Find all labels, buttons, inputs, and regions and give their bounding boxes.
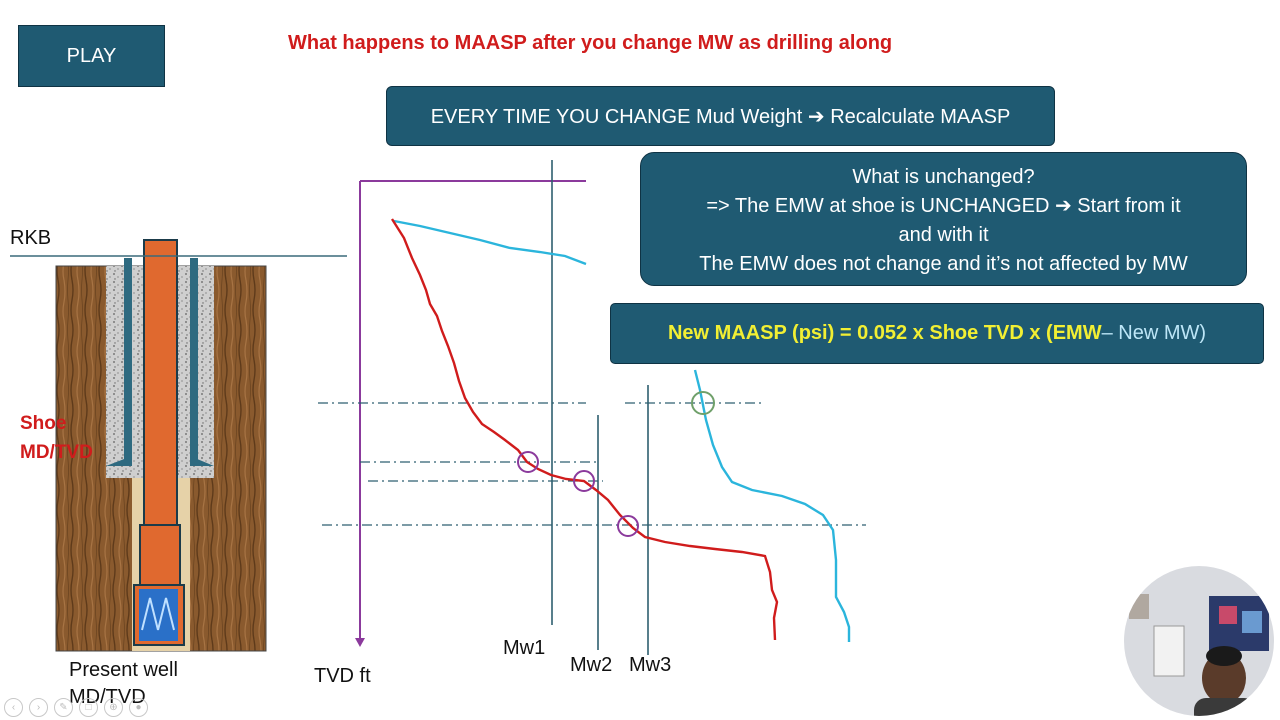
shoe-label-line1: Shoe bbox=[20, 413, 67, 434]
info-line-2: => The EMW at shoe is UNCHANGED ➔ Start … bbox=[706, 195, 1181, 217]
shoe-label-line2: MD/TVD bbox=[20, 442, 93, 463]
tvd-label: TVD ft bbox=[314, 665, 371, 687]
rkb-label: RKB bbox=[10, 227, 52, 249]
well-schematic bbox=[10, 239, 347, 652]
frac-gradient-curve-lower bbox=[693, 369, 851, 642]
formula-new-mw: – New MW) bbox=[1101, 322, 1207, 344]
drill-pipe bbox=[143, 239, 178, 526]
shoe-label: Shoe MD/TVD bbox=[20, 409, 93, 467]
maasp-formula-box: New MAASP (psi) = 0.052 x Shoe TVD x (EM… bbox=[610, 303, 1264, 364]
intersection-circle-2 bbox=[573, 470, 595, 492]
info-line-3: and with it bbox=[898, 224, 989, 246]
frac-gradient-curve bbox=[393, 219, 587, 266]
copy-icon[interactable]: □ bbox=[79, 698, 98, 717]
camera-icon[interactable]: ● bbox=[129, 698, 148, 717]
info-line-1: What is unchanged? bbox=[852, 166, 1035, 188]
recalculate-banner: EVERY TIME YOU CHANGE Mud Weight ➔ Recal… bbox=[386, 86, 1055, 146]
pore-pressure-curve bbox=[390, 218, 779, 641]
mw2-label: Mw2 bbox=[570, 654, 613, 676]
tvd-axis-arrow bbox=[355, 638, 365, 647]
casing-left bbox=[124, 258, 132, 466]
casing-shoe-left bbox=[106, 456, 132, 466]
mw3-label: Mw3 bbox=[629, 654, 672, 676]
presenter-webcam bbox=[1124, 566, 1274, 716]
casing-right bbox=[190, 258, 198, 466]
casing-shoe-right bbox=[190, 456, 214, 466]
shoe-emw-circle bbox=[691, 391, 715, 415]
formula-main: New MAASP (psi) = 0.052 x Shoe TVD x (EM… bbox=[667, 322, 1102, 344]
well-label-line1: Present well bbox=[69, 659, 178, 681]
prev-icon[interactable]: ‹ bbox=[4, 698, 23, 717]
intersection-circle-1 bbox=[517, 451, 539, 473]
play-button[interactable]: PLAY bbox=[18, 25, 165, 87]
slide-controls: ‹ › ✎ □ ⊕ ● bbox=[4, 698, 148, 717]
zoom-icon[interactable]: ⊕ bbox=[104, 698, 123, 717]
slide-title: What happens to MAASP after you change M… bbox=[288, 32, 893, 54]
info-line-4: The EMW does not change and it’s not aff… bbox=[699, 253, 1188, 275]
mw1-label: Mw1 bbox=[503, 637, 546, 659]
next-icon[interactable]: › bbox=[29, 698, 48, 717]
intersection-circle-3 bbox=[617, 515, 639, 537]
pen-icon[interactable]: ✎ bbox=[54, 698, 73, 717]
bha-collar bbox=[139, 524, 181, 586]
unchanged-info-box: What is unchanged? => The EMW at shoe is… bbox=[640, 152, 1247, 286]
